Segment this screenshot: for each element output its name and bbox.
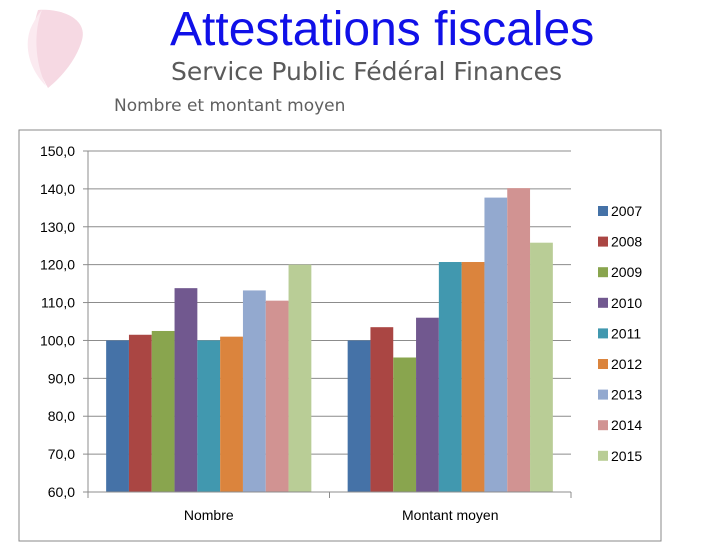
legend-label: 2009 [611, 264, 642, 280]
y-tick-label: 60,0 [48, 484, 75, 500]
legend-label: 2007 [611, 203, 642, 219]
bar-2010-1 [416, 317, 439, 492]
legend: 2007 2008 2009 2010 2011 2012 2013 2014 2015 [598, 203, 642, 464]
x-axis: Nombre Montant moyen [87, 491, 572, 523]
bar-2015-0 [288, 264, 312, 492]
bar-2015-1 [530, 242, 553, 492]
bars [106, 188, 553, 492]
bar-2014-1 [507, 188, 531, 492]
slide-subtitle: Service Public Fédéral Finances [171, 57, 563, 86]
bar-2011-1 [438, 262, 462, 492]
bar-2008-0 [128, 334, 152, 492]
legend-swatch [598, 206, 608, 216]
petal-logo [27, 9, 83, 88]
y-tick-label: 80,0 [48, 408, 75, 424]
legend-swatch [598, 450, 608, 461]
legend-swatch [598, 328, 608, 339]
y-tick-label: 120,0 [40, 257, 75, 273]
legend-label: 2013 [611, 387, 642, 403]
x-tick-label: Nombre [184, 507, 234, 523]
bar-2010-0 [174, 288, 198, 492]
bar-2012-1 [461, 262, 485, 492]
bar-2008-1 [370, 327, 394, 492]
legend-label: 2015 [611, 448, 642, 464]
x-tick-label: Montant moyen [402, 507, 499, 523]
chart-heading: Nombre et montant moyen [114, 96, 346, 116]
bar-2011-0 [197, 340, 221, 492]
bar-2014-0 [265, 300, 289, 492]
legend-swatch [598, 267, 608, 278]
legend-swatch [598, 359, 608, 369]
y-tick-label: 130,0 [40, 219, 75, 235]
y-tick-label: 100,0 [40, 332, 75, 348]
bar-2007-0 [106, 340, 129, 492]
bar-2013-1 [484, 197, 508, 492]
bar-2009-0 [151, 330, 175, 492]
legend-label: 2010 [611, 295, 642, 311]
legend-swatch [598, 420, 608, 431]
legend-label: 2008 [611, 234, 642, 250]
y-tick-label: 150,0 [40, 143, 75, 159]
y-tick-label: 90,0 [48, 370, 75, 386]
y-tick-label: 110,0 [41, 295, 75, 311]
legend-swatch [598, 297, 608, 308]
bar-2009-1 [393, 357, 417, 492]
slide-title: Attestations fiscales [170, 3, 595, 56]
legend-label: 2012 [611, 356, 642, 372]
legend-swatch [598, 389, 608, 400]
bar-2013-0 [242, 290, 266, 492]
legend-label: 2014 [611, 417, 642, 433]
y-tick-label: 70,0 [48, 446, 75, 462]
legend-swatch [598, 236, 608, 247]
bar-2007-1 [347, 340, 371, 492]
y-axis: 60,0 70,0 80,0 90,0 100,0 110,0 120,0 130,0 140,… [40, 143, 89, 500]
y-tick-label: 140,0 [40, 181, 75, 197]
legend-label: 2011 [611, 325, 641, 341]
bar-2012-0 [220, 336, 243, 492]
